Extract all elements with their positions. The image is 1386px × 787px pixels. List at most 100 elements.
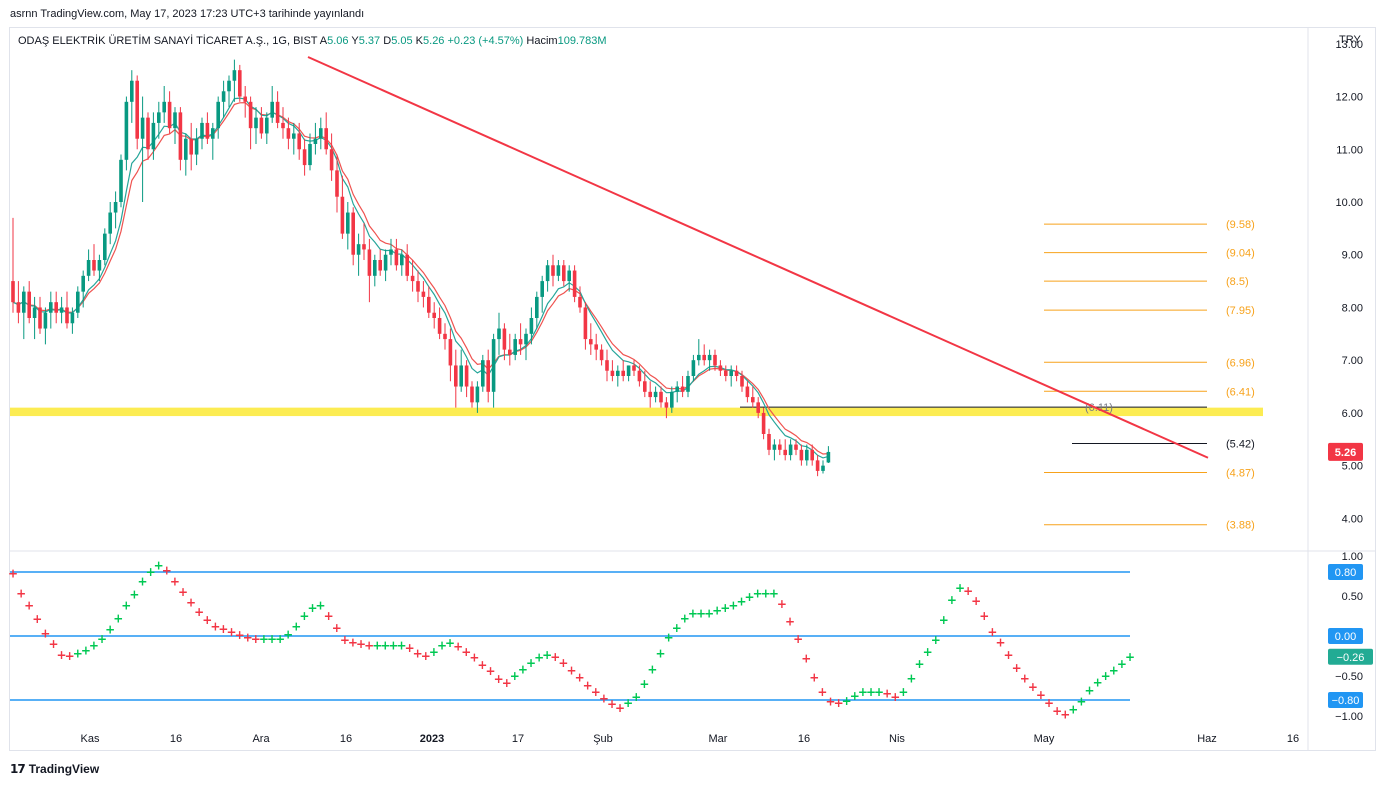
candle-body	[497, 328, 501, 340]
time-axis-tick: Haz	[1197, 733, 1217, 745]
oscillator-point: +	[243, 631, 253, 645]
candle-body	[734, 370, 739, 376]
oscillator-point: +	[48, 637, 58, 651]
candle-body	[427, 296, 431, 313]
oscillator-point: +	[210, 619, 220, 633]
price-axis-tick: 8.00	[1342, 302, 1363, 314]
last-price-tag	[1328, 442, 1363, 461]
oscillator-point: +	[291, 619, 301, 633]
candle-body	[610, 370, 615, 376]
candle-body	[416, 281, 420, 292]
oscillator-point: +	[906, 671, 916, 685]
oscillator-point: +	[396, 639, 406, 653]
oscillator-point: +	[1101, 669, 1111, 683]
oscillator-point: +	[1004, 648, 1014, 662]
oscillator-point: +	[769, 587, 779, 601]
candle-body	[454, 365, 458, 387]
oscillator-point: +	[550, 650, 560, 664]
candle-body	[92, 260, 96, 271]
oscillator-point: +	[445, 636, 455, 650]
candle-body	[103, 233, 107, 260]
oscillator-point: +	[680, 611, 690, 625]
oscillator-point: +	[1125, 650, 1135, 664]
oscillator-point: +	[486, 664, 496, 678]
candle-body	[713, 354, 717, 366]
oscillator-point: +	[429, 645, 439, 659]
oscillator-point: +	[340, 633, 350, 647]
oscillator-point: +	[566, 663, 576, 677]
candle-body	[605, 360, 609, 371]
oscillator-point: +	[736, 595, 746, 609]
oscillator-point: +	[858, 685, 868, 699]
candle-body	[146, 117, 150, 150]
oscillator-point: +	[170, 575, 180, 589]
candle-body	[292, 133, 296, 139]
oscillator-point: +	[113, 611, 123, 625]
candle-body	[616, 370, 620, 376]
candle-body	[383, 254, 388, 271]
candle-body	[410, 275, 415, 282]
oscillator-point: +	[194, 605, 204, 619]
oscillator-point: +	[898, 685, 908, 699]
oscillator-point: +	[1020, 671, 1030, 685]
price-axis-tick: 5.00	[1342, 461, 1363, 473]
tradingview-brand[interactable]: 𝟭𝟳 TradingView	[10, 762, 99, 776]
change-value: +0.23 (+4.57%)	[447, 35, 524, 47]
oscillator-point: +	[380, 639, 390, 653]
oscillator-axis-tick: 0.50	[1342, 591, 1363, 603]
candle-body	[691, 360, 696, 376]
oscillator-point: +	[24, 599, 34, 613]
oscillator-point: +	[664, 631, 674, 645]
oscillator-point: +	[866, 685, 876, 699]
candle-body	[421, 291, 426, 297]
candle-body	[378, 260, 382, 271]
time-axis-tick: 17	[512, 733, 524, 745]
oscillator-point: +	[631, 690, 641, 704]
candle-body	[513, 339, 517, 355]
open-label: A	[319, 35, 328, 47]
oscillator-point: +	[32, 612, 42, 626]
candle-body	[22, 291, 26, 313]
oscillator-level-tag	[1328, 692, 1363, 708]
low-value: 5.05	[391, 35, 413, 47]
candle-body	[486, 360, 490, 392]
oscillator-point: +	[105, 623, 115, 637]
price-axis-tick: 4.00	[1342, 513, 1363, 525]
candle-body	[335, 170, 339, 197]
oscillator-point: +	[461, 645, 471, 659]
oscillator-point: +	[146, 565, 156, 579]
oscillator-point: +	[1076, 695, 1086, 709]
oscillator-point: +	[850, 689, 860, 703]
candle-body	[151, 122, 156, 150]
oscillator-point: +	[510, 669, 520, 683]
currency-label[interactable]: TRY	[1339, 34, 1361, 46]
candle-body	[659, 391, 663, 403]
oscillator-point: +	[793, 632, 803, 646]
candle-body	[70, 312, 75, 324]
oscillator-point: +	[615, 701, 625, 715]
candle-body	[518, 339, 523, 345]
oscillator-point: +	[40, 627, 50, 641]
oscillator-point: +	[1028, 680, 1038, 694]
oscillator-point: +	[388, 639, 398, 653]
symbol-title[interactable]: ODAŞ ELEKTRİK ÜRETİM SANAYİ TİCARET A.Ş.…	[18, 35, 318, 47]
oscillator-point: +	[623, 696, 633, 710]
oscillator-axis-tick: 1.00	[1342, 551, 1363, 563]
candle-body	[346, 212, 350, 234]
oscillator-point: +	[81, 643, 91, 657]
candle-body	[599, 349, 604, 361]
candle-body	[43, 312, 48, 329]
time-axis-tick: 2023	[420, 733, 444, 745]
candle-body	[130, 80, 134, 102]
candle-body	[340, 196, 345, 234]
oscillator-point: +	[129, 587, 139, 601]
oscillator-point: +	[931, 633, 941, 647]
candle-body	[119, 159, 123, 202]
candle-body	[243, 96, 247, 102]
oscillator-point: +	[453, 639, 463, 653]
oscillator-point: +	[1109, 663, 1119, 677]
oscillator-point: +	[647, 663, 657, 677]
oscillator-point: +	[316, 599, 326, 613]
candle-body	[11, 281, 15, 303]
